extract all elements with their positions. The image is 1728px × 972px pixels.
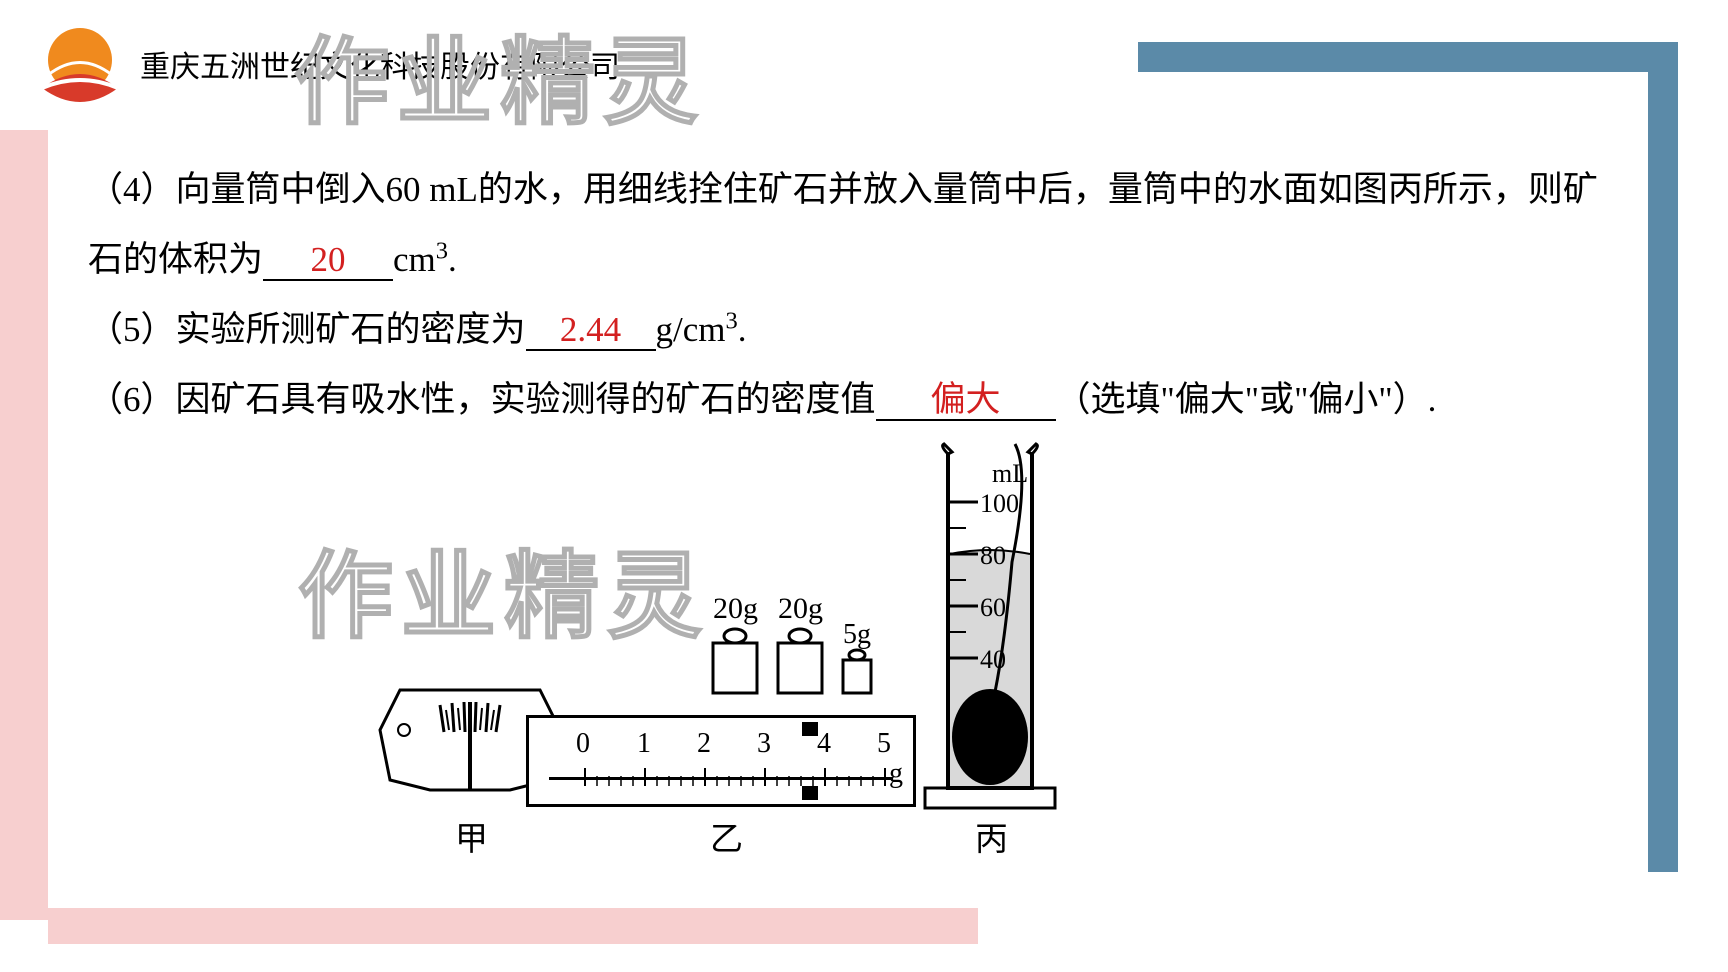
cylinder-tick-40: 40	[980, 645, 1006, 674]
q5-end: .	[738, 310, 747, 349]
figure-yi-rider-scale: 0 1 2 3 4 5 g	[526, 715, 916, 807]
right-accent-bar	[1648, 42, 1678, 872]
cylinder-unit: mL	[992, 459, 1028, 488]
q4-answer: 20	[263, 242, 393, 281]
cylinder-tick-100: 100	[980, 489, 1019, 518]
weight3-label: 5g	[843, 619, 871, 650]
question-content: （4）向量筒中倒入60 mL的水，用细线拴住矿石并放入量筒中后，量筒中的水面如图…	[88, 155, 1608, 435]
q4-end: .	[448, 240, 457, 279]
q5-answer: 2.44	[526, 312, 656, 351]
q4-sup: 3	[436, 237, 448, 264]
left-accent-bar	[0, 130, 48, 920]
top-accent-bar	[1138, 42, 1678, 72]
q6-text: （6）因矿石具有吸水性，实验测得的矿石的密度值	[88, 380, 876, 419]
figure-bing-cylinder: mL 100 80 60 40	[920, 442, 1060, 812]
label-jia: 甲	[455, 812, 488, 860]
q6-suffix: （选填"偏大"或"偏小"）.	[1056, 380, 1437, 419]
weight2-label: 20g	[778, 593, 823, 625]
q6-answer: 偏大	[876, 382, 1056, 421]
cylinder-tick-60: 60	[980, 593, 1006, 622]
figures-area: 20g 20g 5g 0 1 2 3 4 5 g	[310, 440, 1130, 860]
q5-unit: g/cm	[656, 310, 726, 349]
label-yi: 乙	[710, 812, 743, 860]
q5-sup: 3	[726, 307, 738, 334]
company-logo	[30, 20, 130, 120]
figure-yi-weights: 20g 20g 5g	[605, 593, 915, 713]
scale-ticks	[529, 718, 913, 804]
weight1-label: 20g	[713, 593, 758, 625]
company-name: 重庆五洲世纪文化科技股份有限公司	[140, 42, 620, 86]
bottom-accent-bar	[48, 908, 978, 944]
label-bing: 丙	[975, 812, 1008, 860]
cylinder-tick-80: 80	[980, 541, 1006, 570]
q5-text: （5）实验所测矿石的密度为	[88, 310, 526, 349]
q4-unit: cm	[393, 240, 436, 279]
